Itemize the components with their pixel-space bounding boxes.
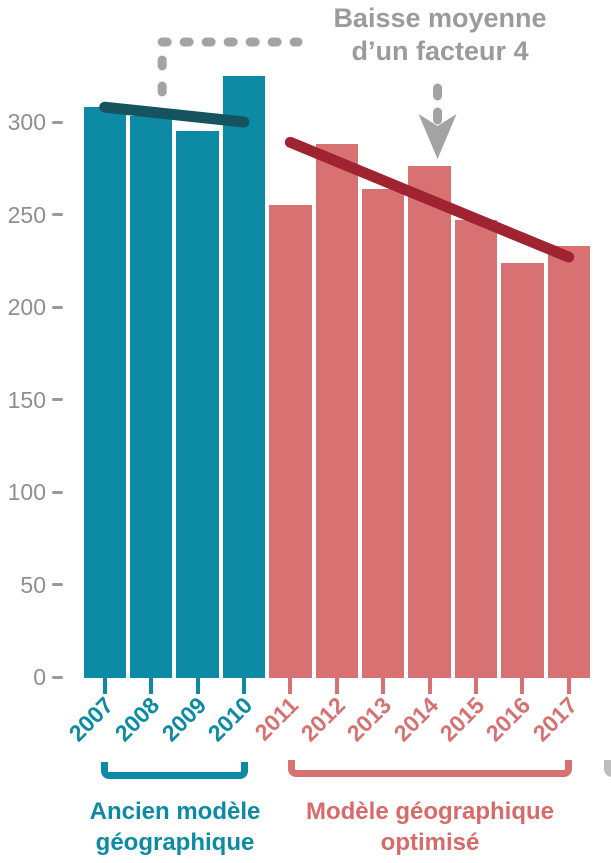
legend-new-model: Modèle géographique optimisé <box>270 796 590 858</box>
annotation-line2: d’un facteur 4 <box>351 36 529 66</box>
bar-2010 <box>222 75 266 678</box>
x-tick-mark-2008 <box>149 678 154 694</box>
annotation-line1: Baisse moyenne <box>333 3 547 33</box>
x-tick-mark-2014 <box>427 678 432 694</box>
x-tick-mark-2017 <box>566 678 571 694</box>
legend-old-line2: géographique <box>95 829 255 856</box>
bracket-fragment-right-edge <box>604 760 611 777</box>
x-tick-mark-2011 <box>288 678 293 694</box>
legend-new-line1: Modèle géographique <box>305 798 554 825</box>
y-tick-mark-300 <box>52 120 63 124</box>
x-tick-mark-2009 <box>195 678 200 694</box>
bar-2013 <box>361 188 405 678</box>
y-tick-mark-250 <box>52 213 63 216</box>
y-tick-mark-100 <box>52 490 63 494</box>
annotation-baisse-moyenne: Baisse moyenne d’un facteur 4 <box>280 2 600 68</box>
bar-2011 <box>269 205 312 678</box>
bar-2007 <box>83 107 126 678</box>
y-tick-mark-0 <box>52 675 63 679</box>
bracket-new-model <box>288 760 572 777</box>
legend-old-model: Ancien modèle géographique <box>45 796 305 858</box>
legend-old-line1: Ancien modèle <box>89 798 261 825</box>
bar-2017 <box>547 245 590 678</box>
y-tick-mark-50 <box>52 583 63 586</box>
bar-2008 <box>129 116 173 678</box>
y-tick-label-100: 100 <box>7 479 46 505</box>
y-tick-label-0: 0 <box>33 664 46 690</box>
y-tick-label-300: 300 <box>7 109 46 135</box>
x-tick-mark-2007 <box>102 678 107 694</box>
y-tick-mark-150 <box>52 398 63 401</box>
y-tick-label-250: 250 <box>7 201 46 228</box>
bar-2015 <box>454 220 498 678</box>
bar-2014 <box>408 166 451 678</box>
x-tick-mark-2013 <box>381 678 386 694</box>
y-tick-mark-200 <box>52 305 63 309</box>
y-tick-label-150: 150 <box>7 386 46 413</box>
x-tick-mark-2016 <box>520 678 525 694</box>
bracket-old-model <box>101 762 248 779</box>
x-tick-mark-2012 <box>334 678 339 694</box>
down-arrow-icon <box>418 114 457 159</box>
y-tick-label-50: 50 <box>20 571 46 598</box>
y-tick-label-200: 200 <box>7 294 46 320</box>
x-tick-mark-2015 <box>473 678 478 694</box>
x-tick-mark-2010 <box>241 678 246 694</box>
bar-2016 <box>501 262 544 678</box>
bar-2012 <box>315 144 358 678</box>
bar-2009 <box>176 131 219 678</box>
legend-new-line2: optimisé <box>380 829 480 856</box>
